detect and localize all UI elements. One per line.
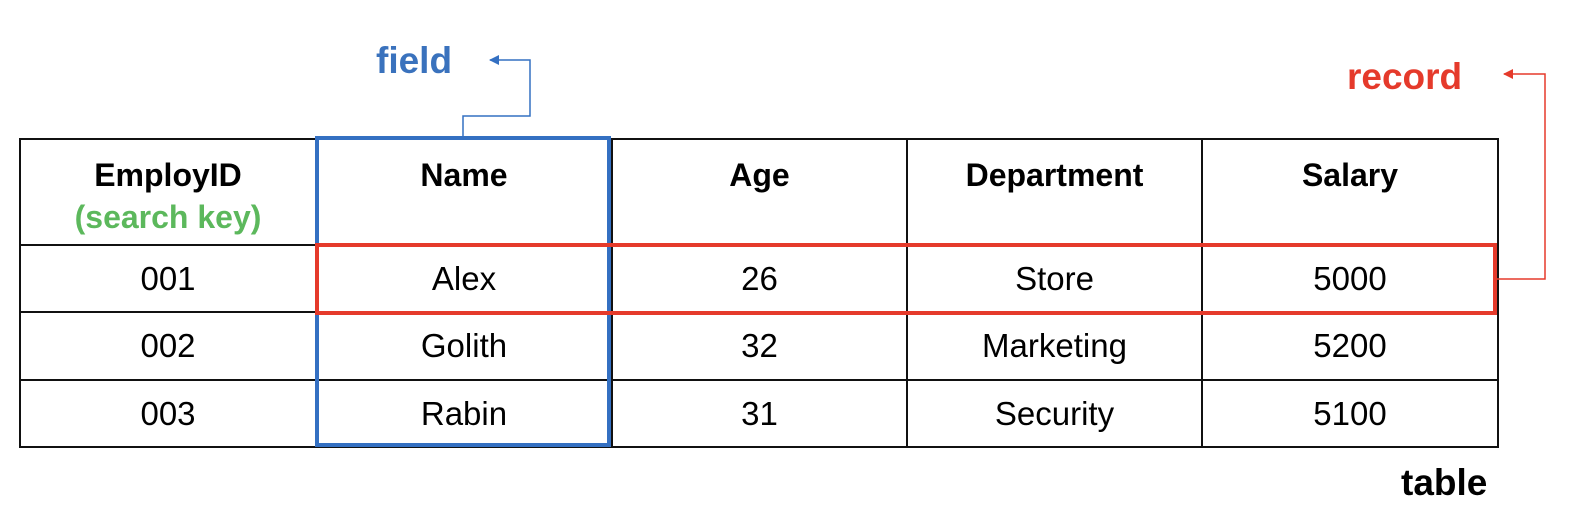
cell-age: 31 <box>613 381 908 448</box>
employee-table: EmployID (search key) Name Age Departmen… <box>19 138 1499 448</box>
header-name-label: Name <box>420 157 508 193</box>
header-cell-employid: EmployID (search key) <box>21 140 317 246</box>
cell-salary: 5200 <box>1203 313 1499 381</box>
cell-employid: 002 <box>21 313 317 381</box>
record-label: record <box>1347 56 1463 97</box>
cell-name: Rabin <box>317 381 613 448</box>
field-arrow <box>462 55 531 136</box>
header-employid-label: EmployID <box>94 157 242 193</box>
cell-department: Security <box>908 381 1203 448</box>
cell-department: Marketing <box>908 313 1203 381</box>
header-cell-salary: Salary <box>1203 140 1499 246</box>
cell-employid: 001 <box>21 246 317 313</box>
header-age-label: Age <box>729 157 790 193</box>
cell-employid: 003 <box>21 381 317 448</box>
table-label: table <box>1401 462 1488 503</box>
cell-age: 32 <box>613 313 908 381</box>
record-highlight-box <box>315 243 1497 315</box>
cell-name: Golith <box>317 313 613 381</box>
header-department-label: Department <box>965 157 1144 193</box>
field-label: field <box>376 40 453 81</box>
record-arrow <box>1497 69 1546 280</box>
header-cell-age: Age <box>613 140 908 246</box>
cell-salary: 5100 <box>1203 381 1499 448</box>
header-salary-label: Salary <box>1301 157 1399 193</box>
header-cell-department: Department <box>908 140 1203 246</box>
search-key-label: (search key) <box>74 199 262 235</box>
